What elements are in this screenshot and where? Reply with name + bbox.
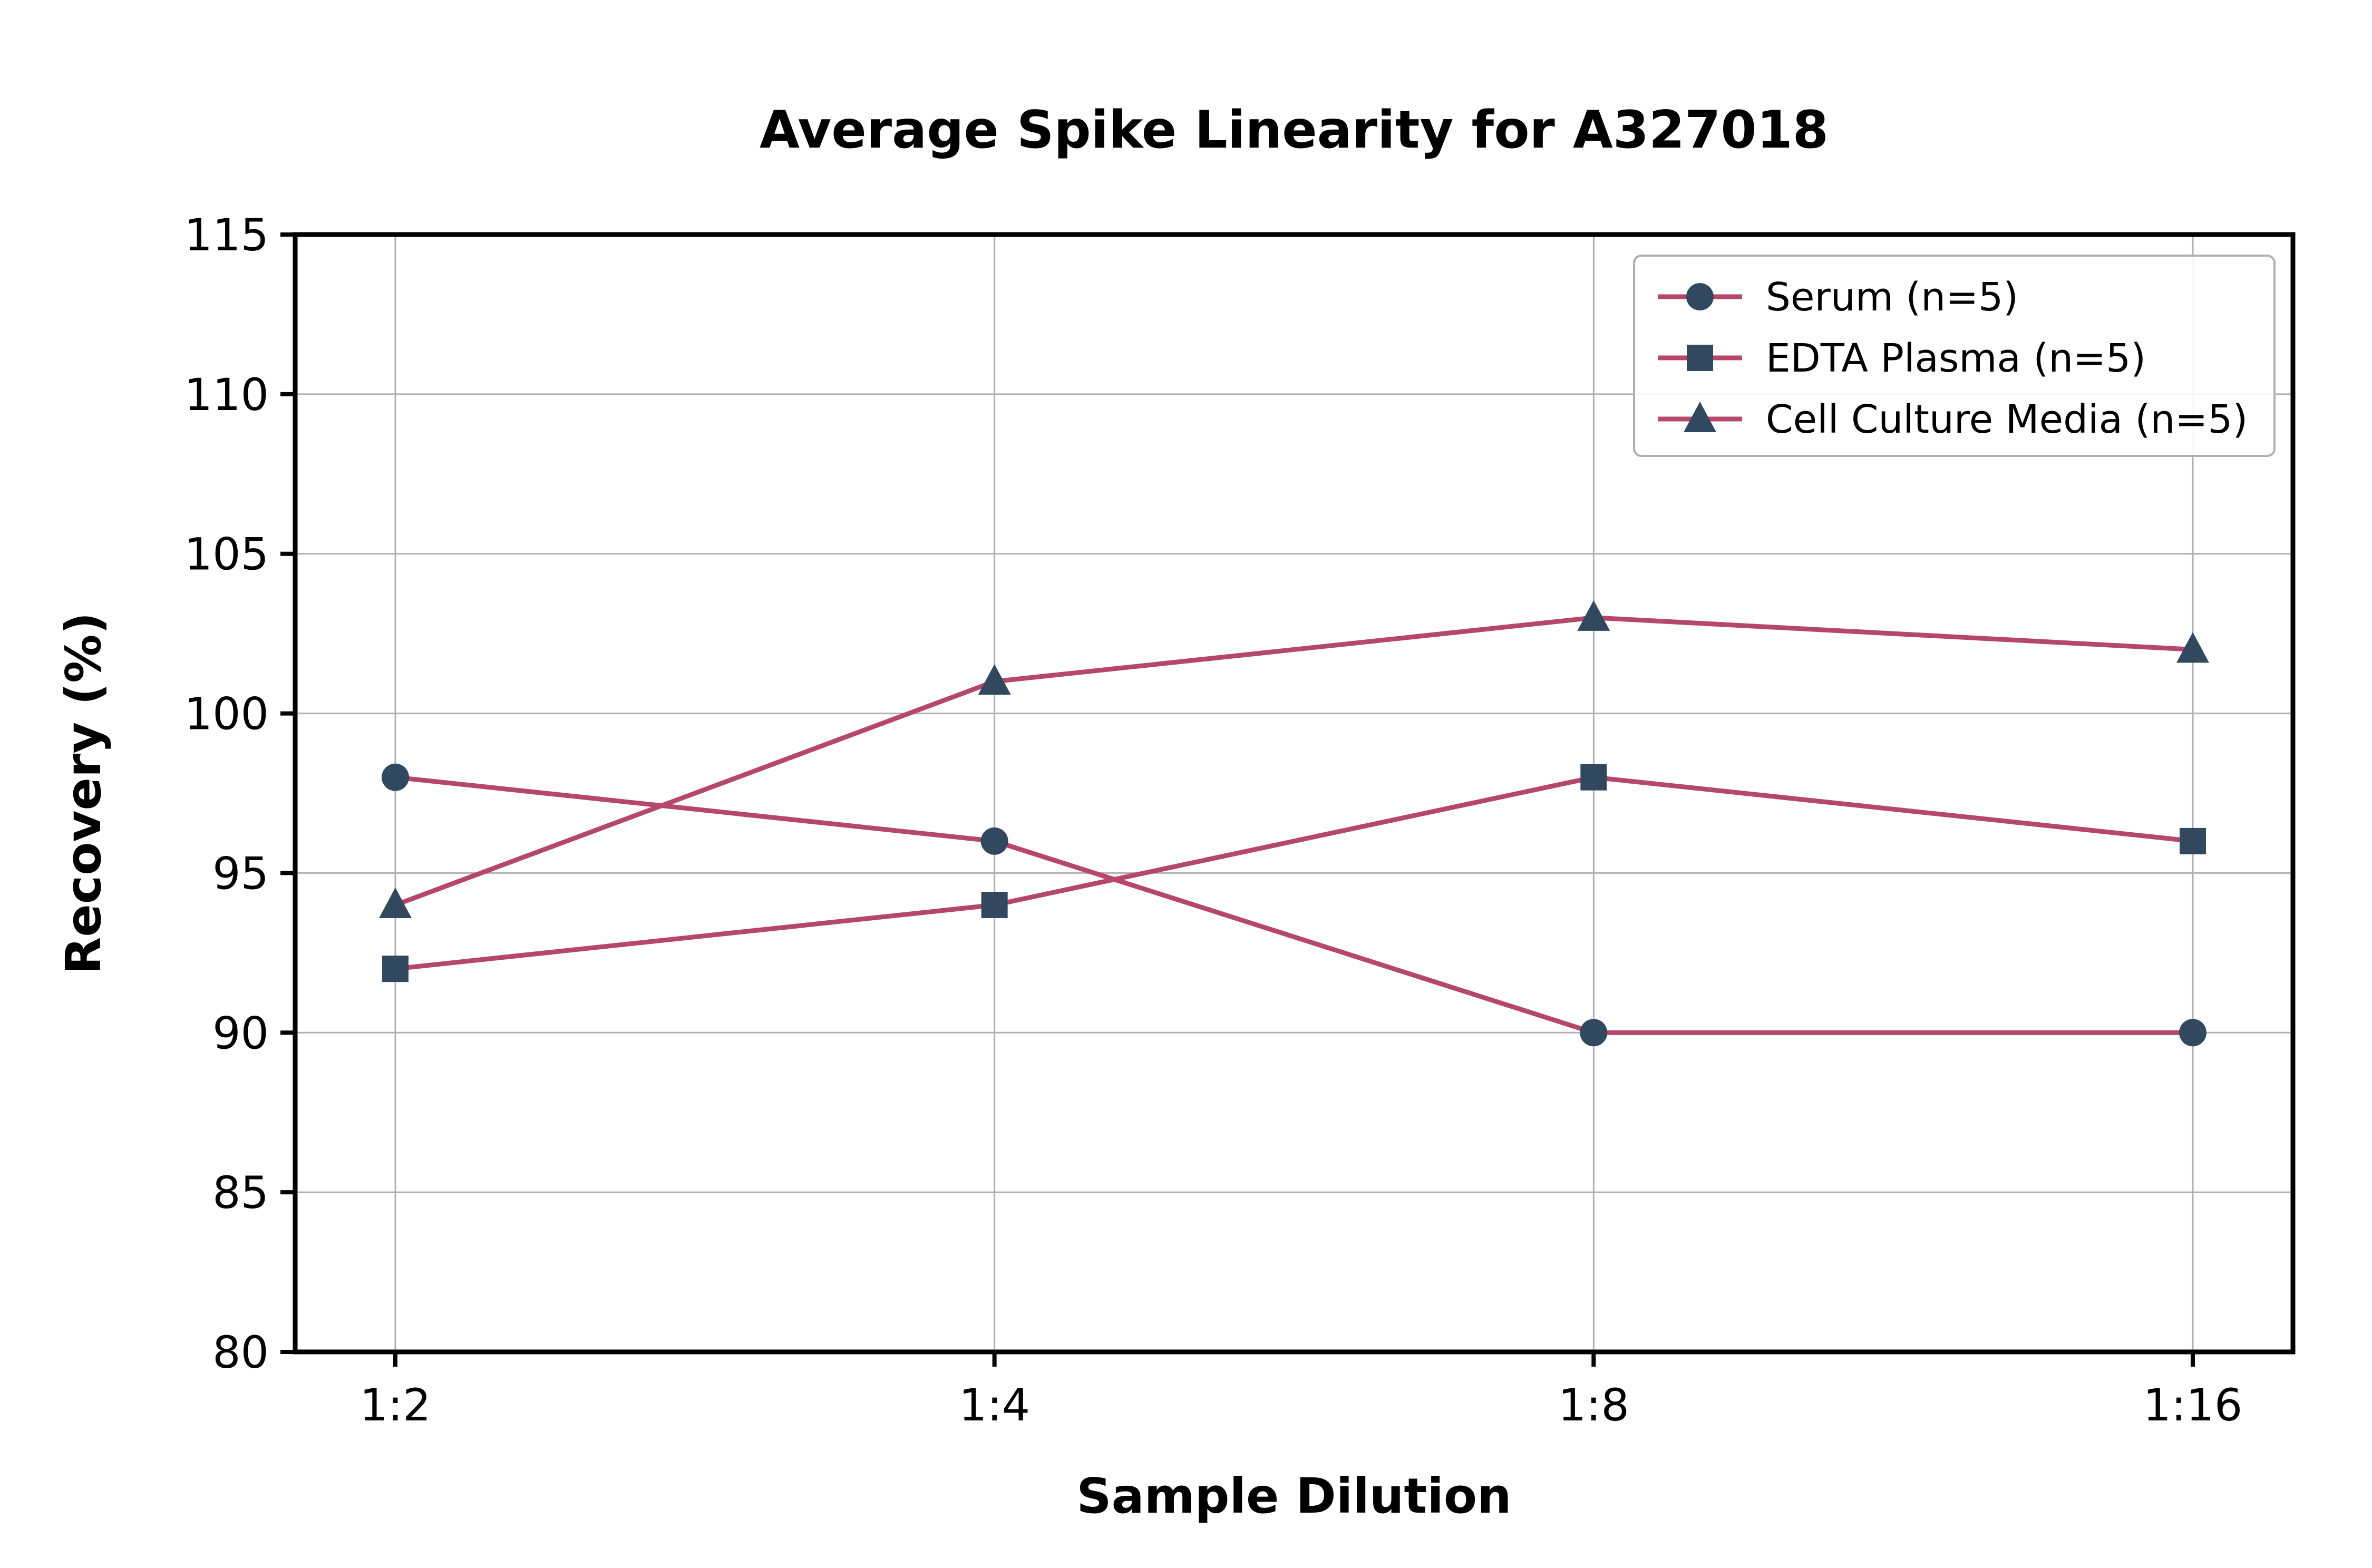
y-tick-label: 110 xyxy=(184,369,269,421)
circle-marker xyxy=(980,827,1008,855)
y-tick-label: 90 xyxy=(212,1007,269,1059)
legend-entry: Cell Culture Media (n=5) xyxy=(1658,397,2248,442)
axes-spines xyxy=(293,232,2296,1355)
square-marker xyxy=(382,956,409,982)
legend-box xyxy=(1633,255,2276,457)
y-axis-label: Recovery (%) xyxy=(55,612,112,975)
triangle-marker xyxy=(1684,402,1716,432)
chart-title: Average Spike Linearity for A327018 xyxy=(760,100,1829,160)
square-marker xyxy=(1687,345,1713,371)
triangle-marker xyxy=(978,664,1011,695)
triangle-marker xyxy=(1577,600,1610,631)
series-line xyxy=(393,775,2195,1035)
circle-marker xyxy=(2179,1019,2206,1047)
y-tick-label: 100 xyxy=(184,688,269,740)
series-circle xyxy=(382,763,2206,1047)
y-tick-label: 85 xyxy=(212,1167,269,1219)
y-tick-label: 115 xyxy=(184,209,269,261)
circle-marker xyxy=(1580,1019,1608,1047)
series-line xyxy=(393,775,2195,971)
square-marker xyxy=(981,892,1008,918)
legend: Serum (n=5) EDTA Plasma (n=5) Cell Culture… xyxy=(1633,255,2276,457)
y-tick-label: 105 xyxy=(184,529,269,580)
y-tick-label: 80 xyxy=(212,1327,269,1378)
series-triangle xyxy=(379,600,2209,918)
legend-label: EDTA Plasma (n=5) xyxy=(1766,336,2146,381)
triangle-marker xyxy=(379,888,412,918)
circle-marker xyxy=(382,763,409,791)
legend-entry: EDTA Plasma (n=5) xyxy=(1658,336,2146,381)
y-tick-label: 95 xyxy=(212,848,269,899)
x-tick-label: 1:2 xyxy=(359,1379,431,1431)
square-marker xyxy=(1580,764,1607,791)
legend-label: Serum (n=5) xyxy=(1766,275,2018,320)
x-axis-label: Sample Dilution xyxy=(1076,1468,1511,1524)
series-line xyxy=(393,615,2195,908)
legend-label: Cell Culture Media (n=5) xyxy=(1766,397,2248,442)
x-tick-label: 1:8 xyxy=(1558,1379,1629,1431)
series-square xyxy=(382,764,2206,982)
square-marker xyxy=(2180,827,2206,854)
x-tick-label: 1:16 xyxy=(2143,1379,2243,1431)
legend-entry: Serum (n=5) xyxy=(1658,275,2018,320)
circle-marker xyxy=(1686,283,1714,310)
x-tick-label: 1:4 xyxy=(959,1379,1030,1431)
triangle-marker xyxy=(2176,632,2209,663)
